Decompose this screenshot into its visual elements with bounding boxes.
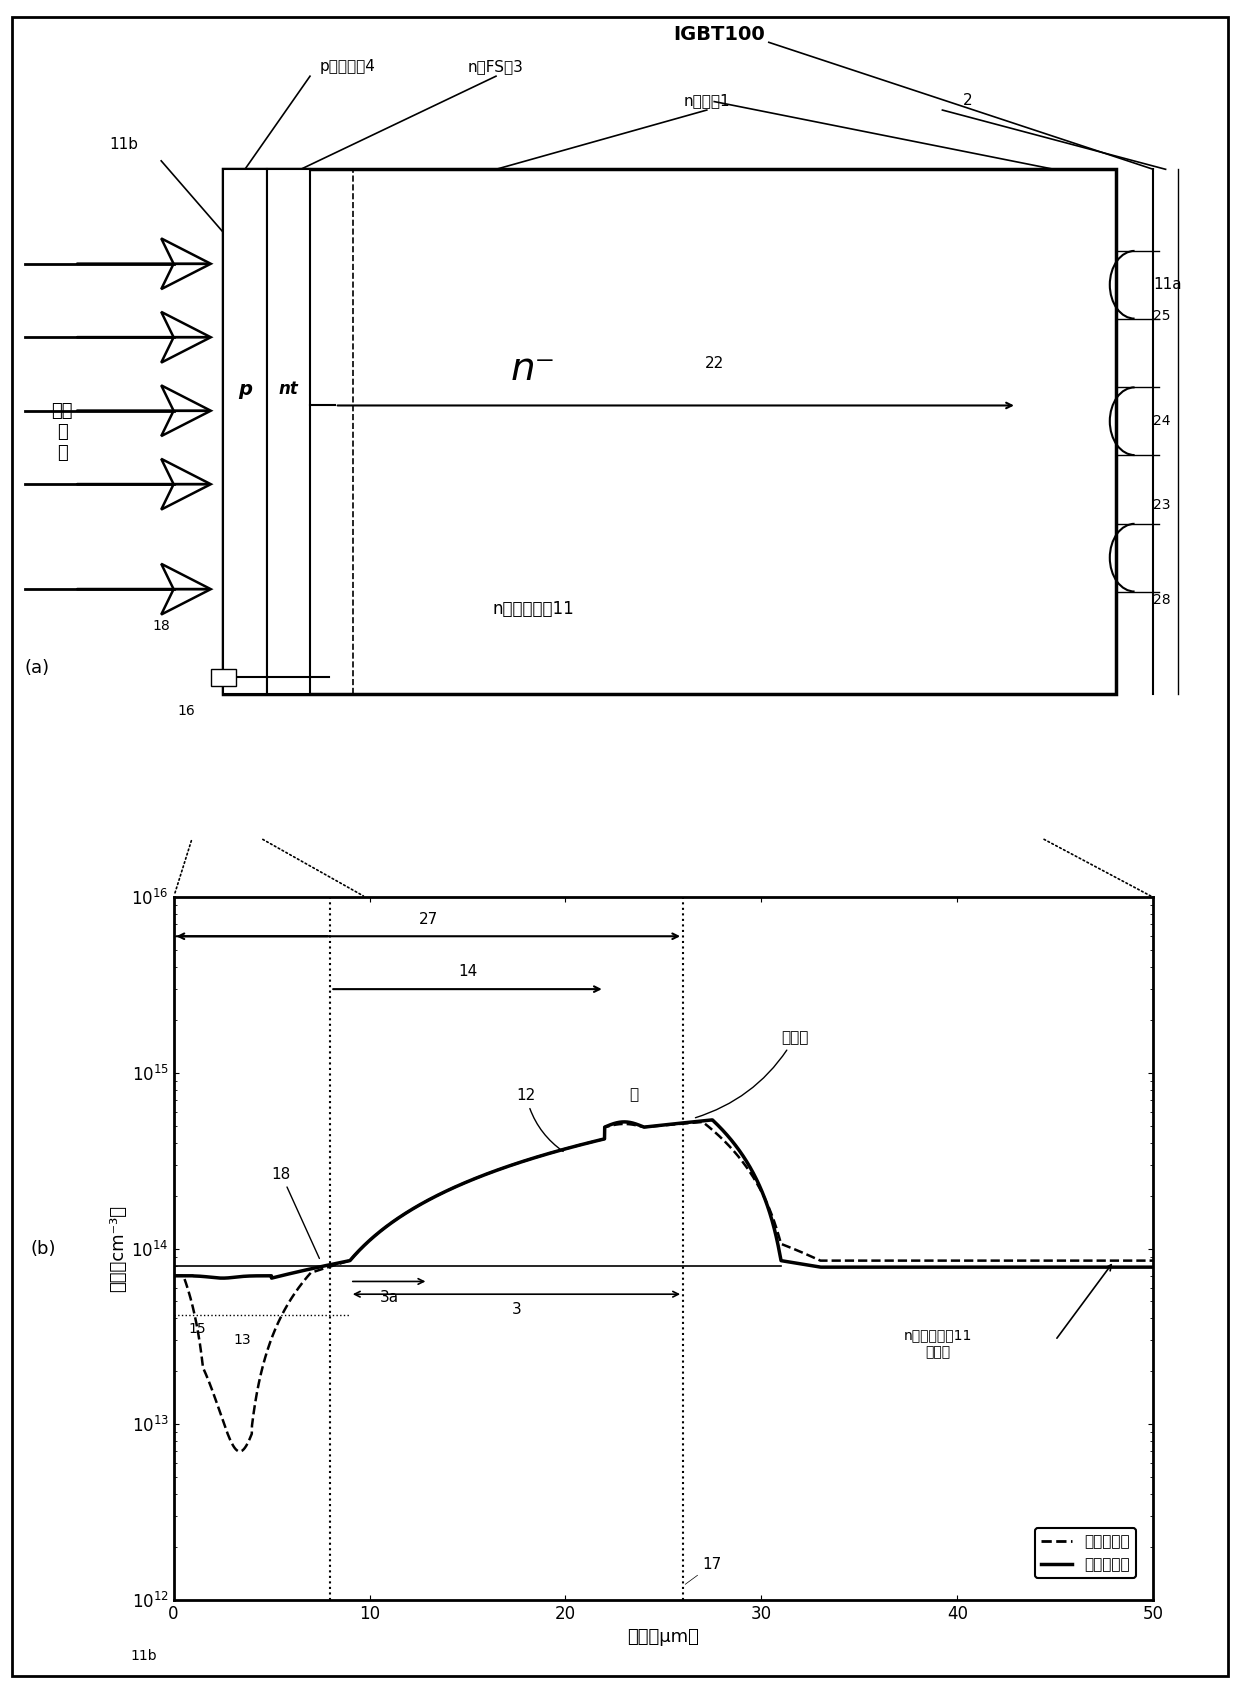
- Text: 2: 2: [962, 93, 972, 108]
- Text: 17: 17: [686, 1558, 722, 1585]
- X-axis label: 深度（μm）: 深度（μm）: [627, 1629, 699, 1646]
- Text: 25: 25: [1153, 310, 1171, 323]
- Text: 14: 14: [458, 963, 477, 979]
- Text: 27: 27: [419, 913, 438, 926]
- Text: 11b: 11b: [109, 137, 139, 152]
- Text: 12: 12: [517, 1089, 563, 1151]
- Bar: [223, 169, 267, 694]
- Text: n型FS卥3: n型FS卥3: [467, 59, 525, 74]
- Text: (b): (b): [31, 1239, 56, 1258]
- Text: nt: nt: [278, 381, 299, 398]
- Bar: [267, 169, 310, 694]
- Y-axis label: 浓度（cm⁻³）: 浓度（cm⁻³）: [109, 1205, 128, 1292]
- Text: 质子
注
入: 质子 注 入: [51, 401, 73, 462]
- Text: n漂移卥1: n漂移卥1: [683, 93, 730, 108]
- Text: (a): (a): [25, 659, 50, 677]
- Text: 13: 13: [233, 1334, 250, 1348]
- Text: IGBT100: IGBT100: [673, 25, 765, 44]
- Text: 24: 24: [1153, 415, 1171, 428]
- Text: p: p: [238, 379, 252, 400]
- Text: n⁻: n⁻: [511, 350, 556, 388]
- Text: 山: 山: [630, 1087, 639, 1102]
- Text: 3a: 3a: [379, 1290, 399, 1305]
- Text: 18: 18: [153, 620, 170, 633]
- Text: p集电极卥4: p集电极卥4: [319, 59, 376, 74]
- Bar: [211, 669, 236, 686]
- Text: 18: 18: [272, 1166, 320, 1258]
- Legend: 无激光退火, 有激光退火: 无激光退火, 有激光退火: [1035, 1529, 1136, 1578]
- Text: ピーク: ピーク: [696, 1029, 808, 1117]
- Text: 16: 16: [177, 704, 195, 718]
- Text: 15: 15: [188, 1322, 206, 1336]
- Bar: [223, 169, 1116, 694]
- Text: 3: 3: [512, 1302, 521, 1317]
- Text: 23: 23: [1153, 498, 1171, 513]
- Text: 11b: 11b: [131, 1649, 157, 1663]
- Text: 28: 28: [1153, 593, 1171, 606]
- Text: 11a: 11a: [1153, 278, 1182, 293]
- Text: n半导体基板11
的浓度: n半导体基板11 的浓度: [904, 1329, 972, 1359]
- Text: 22: 22: [704, 356, 724, 371]
- Text: n半导体基板11: n半导体基板11: [492, 601, 574, 618]
